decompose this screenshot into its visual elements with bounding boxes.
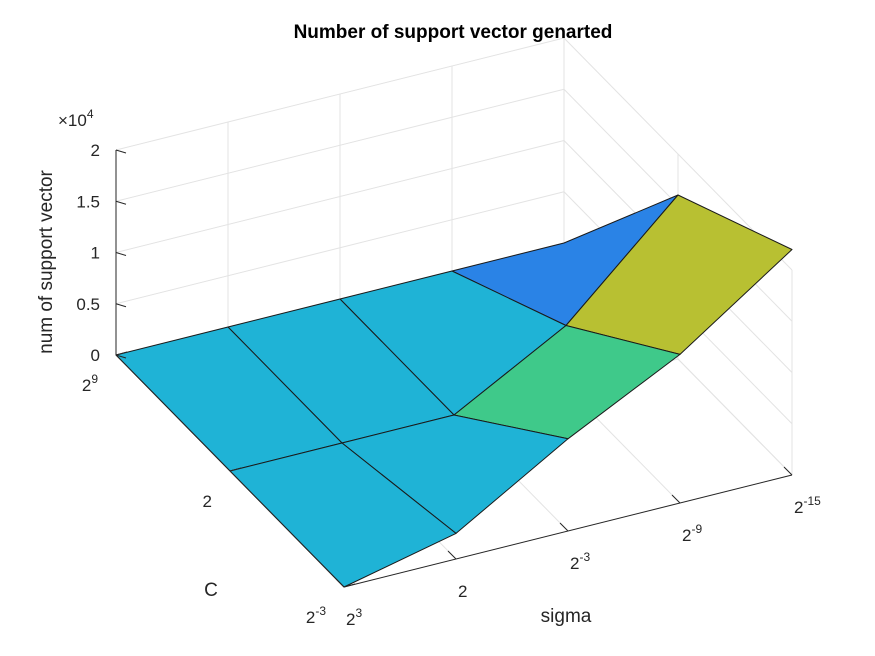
surface-layer [115,194,793,588]
c-tick-mark [343,583,356,588]
sigma-tick-mark [335,578,345,588]
sigma-tick-label: 23 [346,606,362,629]
z-tick-mark [115,200,127,205]
x-axis-label: sigma [541,606,592,627]
sigma-tick-mark [783,466,793,476]
z-tick-label: 0.5 [76,295,100,314]
c-tick-label: 2 [203,492,212,511]
c-tick-label: 2-3 [306,604,326,627]
z-tick-label: 2 [91,141,100,160]
z-tick-mark [115,149,127,154]
z-exponent-label: ×104 [58,107,94,130]
axes-layer [115,149,793,588]
c-tick-label: 29 [82,372,98,395]
y-axis-label: C [204,580,218,601]
z-tick-mark [115,354,127,359]
z-axis-label: num of support vector [36,169,57,353]
z-tick-label: 1 [91,244,100,263]
sigma-tick-mark [559,522,569,532]
sigma-tick-label: 2-9 [682,522,702,545]
z-tick-mark [115,303,127,308]
text-layer: Number of support vector genarted num of… [36,22,821,629]
sigma-tick-mark [447,550,457,560]
z-tick-mark [115,252,127,256]
c-tick-mark [115,351,128,356]
sigma-tick-mark [671,494,681,504]
z-tick-label: 1.5 [76,192,100,211]
chart-title: Number of support vector genarted [294,22,613,43]
sigma-tick-label: 2-3 [570,550,590,573]
sigma-tick-label: 2 [458,582,467,601]
sigma-tick-label: 2-15 [794,494,821,517]
c-tick-mark [229,467,242,472]
z-tick-label: 0 [91,346,100,365]
